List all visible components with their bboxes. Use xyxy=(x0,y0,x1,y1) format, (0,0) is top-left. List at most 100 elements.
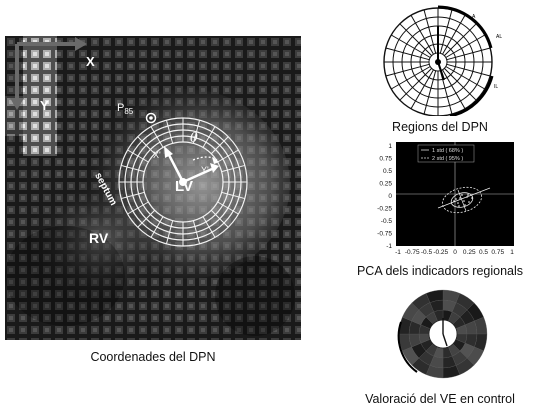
pca-point xyxy=(453,200,455,202)
region-spoke xyxy=(444,68,477,101)
ring-spoke xyxy=(150,216,164,238)
region-spoke xyxy=(385,63,430,77)
region-spoke xyxy=(445,66,486,90)
pca-point xyxy=(468,201,470,203)
pca-xtick: 0.5 xyxy=(479,249,488,256)
region-spoke xyxy=(439,9,453,54)
yprime-label: Y' xyxy=(201,165,209,175)
pca-xtick: -1 xyxy=(395,249,401,256)
ring-spoke xyxy=(137,209,156,228)
region-spoke xyxy=(446,47,491,61)
ring-spoke xyxy=(137,136,156,155)
control-caption: Valoració del VE en control xyxy=(365,392,515,406)
region-spoke xyxy=(446,63,491,77)
pca-point xyxy=(463,200,465,202)
pca-xtick: 1 xyxy=(510,249,514,256)
region-spoke xyxy=(423,9,437,54)
pca-point xyxy=(467,194,469,196)
pca-ytick: -0.5 xyxy=(381,218,393,225)
pca-ytick: 0.5 xyxy=(383,168,392,175)
ring-spoke xyxy=(202,216,216,238)
ring-spoke xyxy=(150,126,164,148)
region-tick-a: A xyxy=(472,14,476,20)
pca-point xyxy=(461,194,463,196)
ring-spoke xyxy=(192,220,201,244)
pca-xtick: -0.75 xyxy=(405,249,420,256)
region-spoke xyxy=(410,14,434,55)
mri-image xyxy=(5,36,301,340)
pca-xtick: 0 xyxy=(453,249,457,256)
pca-ytick: -0.75 xyxy=(377,231,392,238)
p85-marker xyxy=(145,112,157,124)
control-bullseye xyxy=(397,289,488,379)
point-label: P85 xyxy=(117,102,133,116)
ring-spoke xyxy=(217,201,239,215)
pca-point xyxy=(457,202,459,204)
region-spoke xyxy=(399,23,432,56)
point-label-sub: 85 xyxy=(124,107,134,117)
ring-spoke xyxy=(210,136,229,155)
pca-ytick: 1 xyxy=(388,143,392,150)
ring-spoke xyxy=(121,164,145,173)
pca-point xyxy=(471,197,473,199)
ring-spoke xyxy=(165,220,174,244)
region-spoke xyxy=(410,69,434,110)
rv-label: RV xyxy=(89,230,109,246)
ring-spoke xyxy=(165,120,174,144)
point-label-main: P xyxy=(117,102,125,114)
pca-ytick: -1 xyxy=(386,243,392,250)
axis-y-label: Y xyxy=(40,98,49,113)
ring-spoke xyxy=(221,191,245,200)
image-axes xyxy=(10,37,87,110)
region-spoke xyxy=(442,69,466,110)
pca-xtick: -0.25 xyxy=(433,249,448,256)
ring-spoke xyxy=(210,209,229,228)
regions-panel: A AL IL xyxy=(372,2,508,118)
main-caption: Coordenades del DPN xyxy=(90,350,216,364)
ring-spoke xyxy=(192,120,201,144)
xprime-label: X' xyxy=(153,150,161,160)
region-tick-il: IL xyxy=(494,84,498,90)
region-spoke xyxy=(399,68,432,101)
lv-center-axes xyxy=(164,146,219,186)
pca-panel: 1 std ( 68% ) 2 std ( 95% ) 1 0.75 0.5 0.25… xyxy=(368,138,520,260)
pca-ytick: 0.25 xyxy=(379,181,392,188)
pca-caption: PCA dels indicadors regionals xyxy=(356,264,524,278)
region-tick-al: AL xyxy=(496,34,502,40)
lv-coordinate-rings xyxy=(118,117,248,247)
lv-label: LV xyxy=(175,178,194,195)
pca-xtick: 0.75 xyxy=(491,249,504,256)
regions-caption: Regions del DPN xyxy=(392,120,488,134)
axis-x-label: X xyxy=(86,54,95,69)
ring-spoke xyxy=(202,126,216,148)
pca-xtick: 0.25 xyxy=(463,249,476,256)
region-spoke xyxy=(444,23,477,56)
region-spoke xyxy=(390,66,431,90)
ring-spoke xyxy=(127,149,149,163)
theta-label: θ xyxy=(190,131,198,146)
pca-point xyxy=(466,196,468,198)
pca-ytick: -0.25 xyxy=(377,206,392,213)
pca-xtick: -0.5 xyxy=(421,249,433,256)
region-spoke xyxy=(390,34,431,58)
pca-plot: 1 std ( 68% ) 2 std ( 95% ) 10.750.50.25… xyxy=(377,142,514,256)
ring-spoke xyxy=(221,164,245,173)
region-spoke xyxy=(385,47,430,61)
pca-point xyxy=(455,198,457,200)
control-sector xyxy=(425,289,444,303)
pca-legend-2std: 2 std ( 95% ) xyxy=(432,156,463,162)
pca-ytick: 0.75 xyxy=(379,156,392,163)
region-spoke xyxy=(423,70,437,115)
regions-diagram: A AL IL xyxy=(383,5,502,118)
region-spoke xyxy=(445,34,486,58)
mri-figure: X Y P85 θ X' Y' LV septum RV xyxy=(5,36,301,340)
pca-legend-1std: 1 std ( 68% ) xyxy=(432,148,463,154)
pca-point xyxy=(464,204,466,206)
pca-point xyxy=(458,205,460,207)
ring-spoke xyxy=(217,149,239,163)
pca-ytick: 0 xyxy=(388,193,392,200)
pca-point xyxy=(459,197,461,199)
pca-legend xyxy=(417,144,475,163)
ring-spoke xyxy=(121,191,145,200)
ring-spoke xyxy=(127,201,149,215)
